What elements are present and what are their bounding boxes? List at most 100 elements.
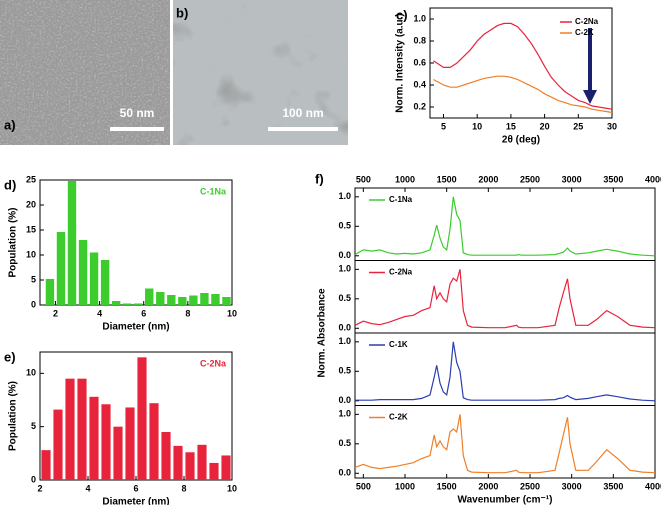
line [354,269,656,329]
legend-label: C-2Na [575,17,599,26]
legend-label: C-2Na [200,358,227,368]
y-tick-label: 15 [26,224,36,234]
y-tick-label: 0.8 [413,35,426,45]
bar [211,294,220,305]
legend-label: C-2K [575,28,594,37]
x-axis-label: Wavenumber (cm⁻¹) [458,495,553,505]
x-tick-label-top: 3000 [562,174,582,184]
y-tick-label: 5 [31,421,36,431]
x-tick-label: 20 [540,121,550,131]
x-tick-label: 6 [141,308,146,318]
y-tick-label: 20 [26,199,36,209]
bar [111,301,121,305]
x-axis-label: 2θ (deg) [502,135,540,146]
y-tick-label: 1.0 [338,191,351,201]
x-tick-label: 1000 [395,481,415,491]
bar [145,288,154,305]
x-tick-label-top: 500 [356,174,371,184]
x-tick-label: 500 [356,481,371,491]
y-tick-label: 0.0 [338,468,351,478]
y-tick-label: 10 [26,368,36,378]
x-tick-label: 3500 [603,481,623,491]
line [354,414,656,474]
tem-image-b: b) 100 nm [173,0,348,145]
bar [89,252,99,305]
bar [113,426,123,480]
y-tick-label: 0.6 [413,57,426,67]
x-tick-label: 30 [607,121,617,131]
x-tick-label: 8 [181,483,186,493]
y-tick-label: 0.5 [338,438,351,448]
bar [45,279,55,305]
tem-image-a: a) 50 nm [0,0,170,145]
bar [167,295,176,305]
y-tick-label: 0 [31,474,36,484]
bar [161,432,171,480]
x-tick-label: 10 [472,121,482,131]
bar [222,297,231,305]
y-axis-label: Norm. Absorbance [317,288,328,378]
y-tick-label: 1.0 [338,409,351,419]
x-tick-label: 2 [37,483,42,493]
bar [122,303,132,305]
y-tick-label: 25 [26,174,36,184]
y-axis-label: Population (%) [8,208,19,278]
bar [185,452,195,480]
y-tick-label: 5 [31,274,36,284]
panel-label: b) [176,5,188,20]
y-axis-label: Population (%) [8,381,19,451]
x-tick-label-top: 1500 [437,174,457,184]
x-tick-label: 6 [133,483,138,493]
x-tick-label: 2000 [478,481,498,491]
legend-label: C-2K [389,413,408,422]
y-tick-label: 1.0 [413,13,426,23]
scale-bar-label: 100 nm [282,106,323,120]
x-tick-label: 5 [441,121,446,131]
panel-label: a) [4,117,16,132]
y-tick-label: 0.0 [338,250,351,260]
bar [197,444,207,480]
scale-bar-label: 50 nm [120,106,155,120]
y-tick-label: 0.5 [338,221,351,231]
x-tick-label-top: 2500 [520,174,540,184]
x-tick-label: 2500 [520,481,540,491]
scale-bar [110,127,164,131]
y-tick-label: 0.4 [413,79,426,89]
bar [125,407,135,480]
x-tick-label: 15 [506,121,516,131]
y-tick-label: 0.2 [413,101,426,111]
bar [77,378,87,480]
bar [56,232,66,305]
x-tick-label: 10 [227,483,237,493]
y-tick-label: 1.0 [338,264,351,274]
legend-label: C-1K [389,340,408,349]
panel-label: e) [4,349,16,364]
x-tick-label: 1500 [437,481,457,491]
bar [221,455,231,480]
x-tick-label: 25 [573,121,583,131]
y-tick-label: 0.5 [338,366,351,376]
bar [134,303,143,305]
bar [101,404,111,480]
y-tick-label: 1.0 [338,336,351,346]
y-tick-label: 10 [26,249,36,259]
y-axis-label: Norm. Intensity (a.u.) [395,13,406,112]
line [433,75,613,114]
x-tick-label-top: 1000 [395,174,415,184]
bar [149,403,159,480]
legend-label: C-2Na [389,268,413,277]
x-tick-label: 8 [185,308,190,318]
bar [189,295,198,305]
bar [137,357,147,480]
bar [173,445,183,480]
y-tick-label: 0.0 [338,395,351,405]
x-axis-label: Diameter (nm) [102,497,169,505]
x-tick-label: 4 [97,308,102,318]
x-tick-label-top: 3500 [603,174,623,184]
x-tick-label: 3000 [562,481,582,491]
bar [200,293,209,305]
y-tick-label: 0.0 [338,323,351,333]
